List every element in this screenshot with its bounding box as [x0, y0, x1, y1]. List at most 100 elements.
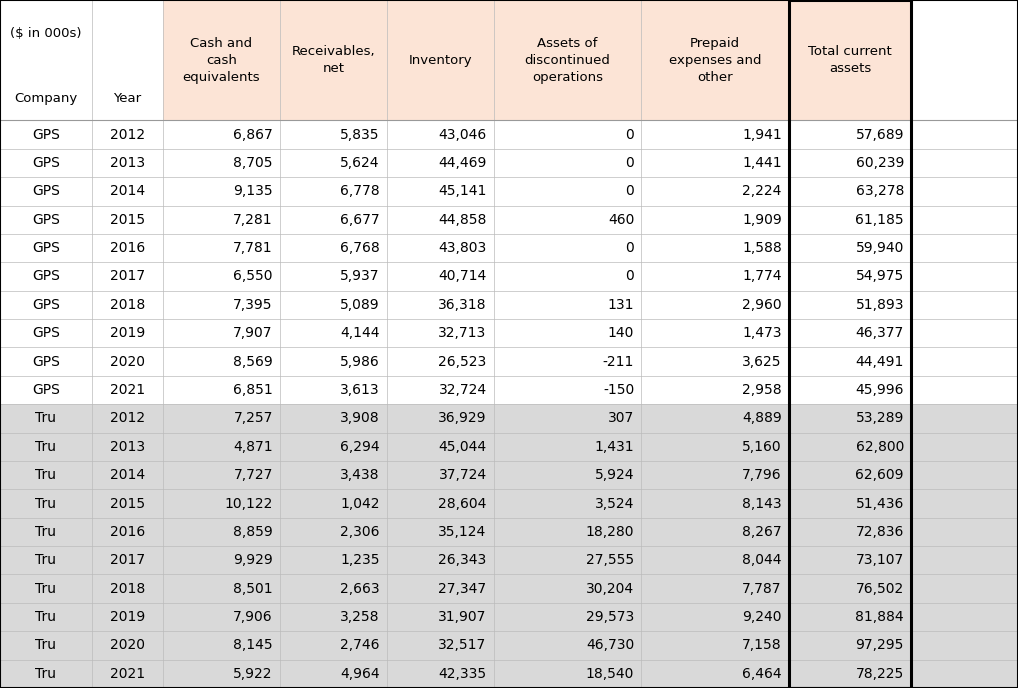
Text: Tru: Tru: [36, 610, 56, 624]
Text: 3,524: 3,524: [595, 497, 634, 510]
Text: 51,436: 51,436: [855, 497, 904, 510]
Text: 73,107: 73,107: [856, 553, 904, 568]
Text: 1,235: 1,235: [340, 553, 380, 568]
Bar: [789, 0, 911, 688]
Bar: [0, 433, 1018, 461]
Text: 62,800: 62,800: [855, 440, 904, 454]
Text: 4,964: 4,964: [340, 667, 380, 681]
Text: Tru: Tru: [36, 667, 56, 681]
Text: Inventory: Inventory: [408, 54, 472, 67]
Text: 0: 0: [625, 156, 634, 170]
Text: 62,609: 62,609: [855, 468, 904, 482]
Text: 1,473: 1,473: [742, 326, 782, 341]
Text: 60,239: 60,239: [855, 156, 904, 170]
Text: 2,224: 2,224: [742, 184, 782, 198]
Text: -150: -150: [603, 383, 634, 397]
Text: 4,871: 4,871: [233, 440, 273, 454]
Text: 7,907: 7,907: [233, 326, 273, 341]
Text: Tru: Tru: [36, 581, 56, 596]
Text: 5,089: 5,089: [340, 298, 380, 312]
Text: Tru: Tru: [36, 525, 56, 539]
Text: 6,294: 6,294: [340, 440, 380, 454]
Text: 43,046: 43,046: [439, 127, 487, 142]
Text: 1,042: 1,042: [340, 497, 380, 510]
Text: 5,835: 5,835: [340, 127, 380, 142]
Text: 0: 0: [625, 270, 634, 283]
Bar: [0, 376, 1018, 404]
Text: Tru: Tru: [36, 553, 56, 568]
Bar: [494, 0, 641, 120]
Bar: [0, 347, 1018, 376]
Text: 2015: 2015: [110, 213, 145, 227]
Text: 8,145: 8,145: [233, 638, 273, 652]
Text: 5,937: 5,937: [340, 270, 380, 283]
Text: 1,774: 1,774: [742, 270, 782, 283]
Text: 57,689: 57,689: [855, 127, 904, 142]
Bar: [0, 489, 1018, 517]
Text: 32,713: 32,713: [439, 326, 487, 341]
Bar: [0, 660, 1018, 688]
Text: 7,906: 7,906: [233, 610, 273, 624]
Text: 1,431: 1,431: [595, 440, 634, 454]
Text: Tru: Tru: [36, 440, 56, 454]
Text: 51,893: 51,893: [855, 298, 904, 312]
Text: 18,540: 18,540: [585, 667, 634, 681]
Text: 2012: 2012: [110, 127, 145, 142]
Text: 29,573: 29,573: [586, 610, 634, 624]
Bar: [0, 234, 1018, 262]
Text: GPS: GPS: [32, 127, 60, 142]
Text: 2021: 2021: [110, 667, 145, 681]
Text: 46,377: 46,377: [856, 326, 904, 341]
Text: 6,851: 6,851: [233, 383, 273, 397]
Text: 37,724: 37,724: [439, 468, 487, 482]
Text: 7,257: 7,257: [233, 411, 273, 425]
Text: Tru: Tru: [36, 638, 56, 652]
Text: 32,724: 32,724: [439, 383, 487, 397]
Bar: [92, 0, 163, 120]
Bar: [0, 603, 1018, 632]
Bar: [0, 319, 1018, 347]
Text: 10,122: 10,122: [224, 497, 273, 510]
Text: 2018: 2018: [110, 581, 145, 596]
Text: 2014: 2014: [110, 184, 145, 198]
Bar: [0, 178, 1018, 206]
Text: 2,306: 2,306: [340, 525, 380, 539]
Bar: [0, 120, 1018, 149]
Text: 31,907: 31,907: [438, 610, 487, 624]
Text: 43,803: 43,803: [439, 241, 487, 255]
Text: 2021: 2021: [110, 383, 145, 397]
Text: Tru: Tru: [36, 468, 56, 482]
Text: 0: 0: [625, 127, 634, 142]
Text: 59,940: 59,940: [855, 241, 904, 255]
Text: 7,727: 7,727: [233, 468, 273, 482]
Text: 30,204: 30,204: [586, 581, 634, 596]
Text: Receivables,
net: Receivables, net: [291, 45, 376, 75]
Text: Cash and
cash
equivalents: Cash and cash equivalents: [182, 36, 261, 84]
Text: Total current
assets: Total current assets: [808, 45, 892, 75]
Text: 36,929: 36,929: [438, 411, 487, 425]
Text: 27,347: 27,347: [439, 581, 487, 596]
Text: 460: 460: [608, 213, 634, 227]
Text: 6,778: 6,778: [340, 184, 380, 198]
Text: 7,158: 7,158: [742, 638, 782, 652]
Text: GPS: GPS: [32, 298, 60, 312]
Text: 2019: 2019: [110, 610, 145, 624]
Text: 5,160: 5,160: [742, 440, 782, 454]
Text: 6,867: 6,867: [233, 127, 273, 142]
Bar: [0, 546, 1018, 574]
Text: 5,986: 5,986: [340, 354, 380, 369]
Bar: [0, 206, 1018, 234]
Text: 7,787: 7,787: [742, 581, 782, 596]
Text: GPS: GPS: [32, 270, 60, 283]
Bar: [387, 0, 494, 120]
Text: 63,278: 63,278: [855, 184, 904, 198]
Text: 131: 131: [608, 298, 634, 312]
Bar: [0, 0, 92, 120]
Text: 6,677: 6,677: [340, 213, 380, 227]
Text: 61,185: 61,185: [855, 213, 904, 227]
Text: 2016: 2016: [110, 525, 145, 539]
Text: 45,141: 45,141: [438, 184, 487, 198]
Text: 4,889: 4,889: [742, 411, 782, 425]
Text: 8,569: 8,569: [233, 354, 273, 369]
Text: GPS: GPS: [32, 184, 60, 198]
